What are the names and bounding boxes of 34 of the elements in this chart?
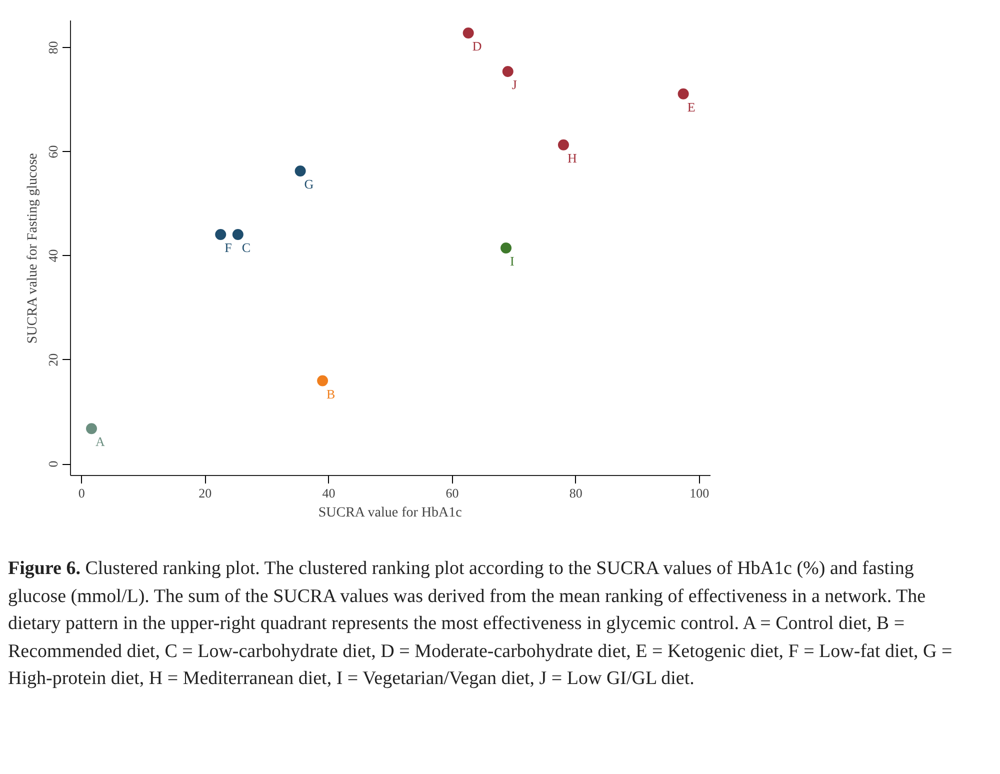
series-label: J (512, 77, 517, 92)
y-tick-label: 80 (46, 41, 60, 54)
point (678, 88, 689, 100)
series-label: A (96, 434, 106, 450)
x-tick-label: 100 (690, 486, 710, 500)
series-label: I (510, 254, 514, 268)
series-label: E (687, 99, 696, 114)
x-tick-label: 20 (198, 486, 212, 500)
y-tick-label: 0 (46, 460, 60, 468)
y-axis-title: SUCRA value for Fasting glucose (26, 153, 40, 344)
series-label: D (472, 38, 482, 54)
series-label: B (326, 386, 336, 402)
point (215, 228, 226, 240)
point (294, 165, 306, 176)
x-tick-label: 60 (446, 486, 459, 500)
point (502, 66, 514, 78)
point (500, 242, 512, 254)
point (232, 228, 244, 240)
point (558, 139, 569, 150)
y-tick-label: 40 (46, 249, 60, 262)
x-tick-label: 0 (78, 486, 85, 500)
point (317, 375, 328, 386)
series-label: G (304, 176, 314, 192)
point (462, 28, 474, 38)
series-label: C (242, 240, 251, 255)
x-tick-label: 40 (322, 486, 336, 500)
y-tick-label: 20 (46, 353, 60, 366)
x-tick-label: 80 (569, 486, 582, 500)
caption: Figure 6. (8, 558, 80, 579)
series-label: F (224, 240, 232, 255)
x-axis-title: SUCRA value for HbA1c (318, 506, 462, 520)
series-label: H (567, 150, 577, 166)
y-tick-label: 60 (46, 145, 60, 158)
point (86, 423, 98, 434)
